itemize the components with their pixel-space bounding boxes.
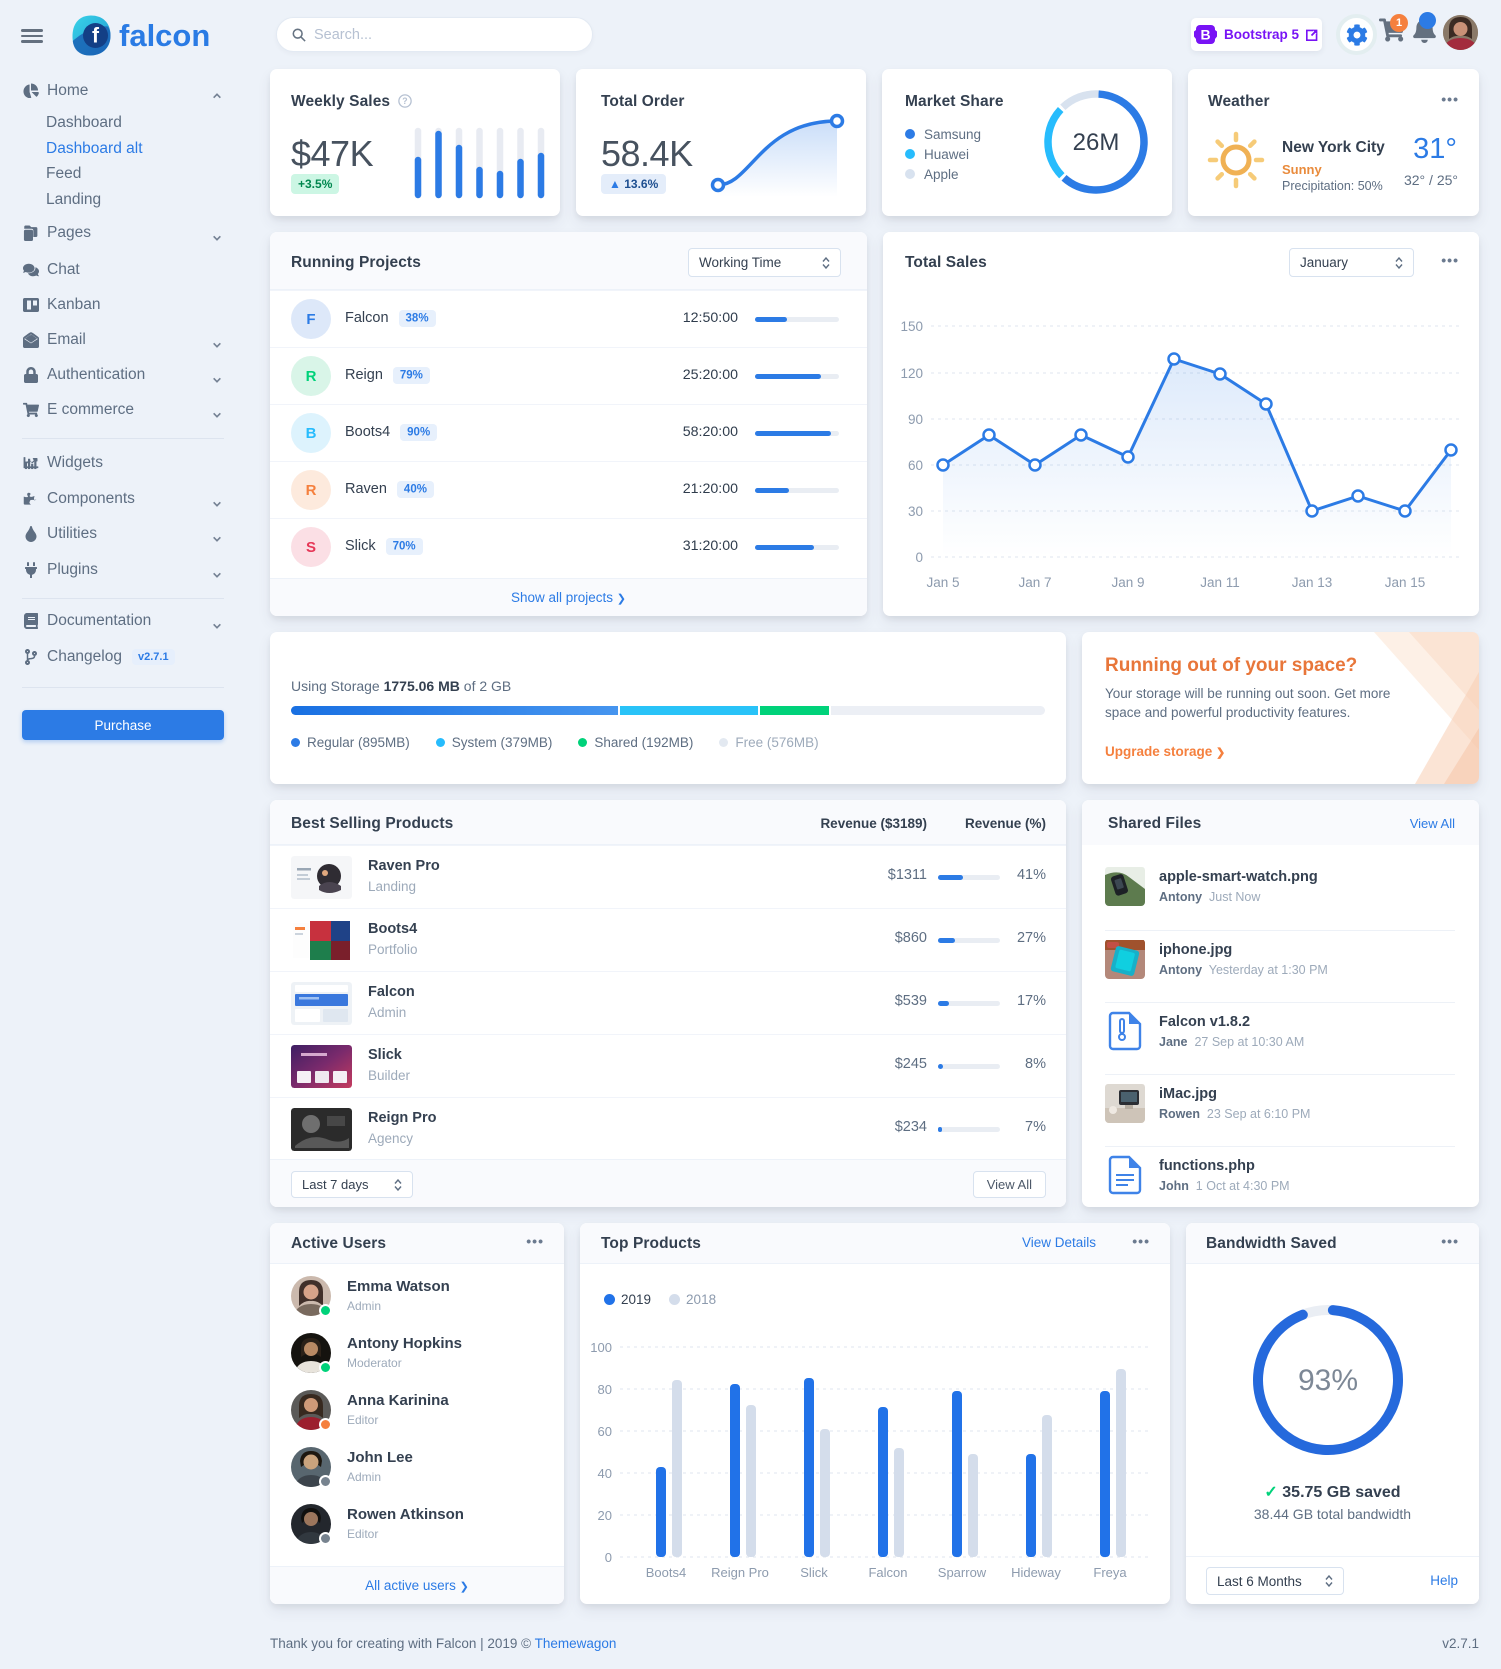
svg-text:Slick: Slick — [800, 1565, 828, 1580]
svg-text:Jan 13: Jan 13 — [1292, 575, 1333, 590]
svg-text:0: 0 — [915, 550, 923, 565]
svg-text:Reign Pro: Reign Pro — [711, 1565, 769, 1580]
svg-text:100: 100 — [590, 1340, 612, 1355]
svg-text:B: B — [1200, 27, 1210, 43]
svg-text:Falcon: Falcon — [868, 1565, 907, 1580]
svg-text:93%: 93% — [1298, 1364, 1358, 1397]
svg-text:Freya: Freya — [1093, 1565, 1127, 1580]
svg-text:Sparrow: Sparrow — [938, 1565, 987, 1580]
svg-text:150: 150 — [900, 319, 923, 334]
svg-text:Jan 9: Jan 9 — [1111, 575, 1144, 590]
svg-text:120: 120 — [900, 366, 923, 381]
svg-text:?: ? — [402, 96, 407, 106]
svg-text:0: 0 — [605, 1550, 612, 1565]
svg-text:90: 90 — [908, 412, 923, 427]
svg-text:Jan 5: Jan 5 — [926, 575, 959, 590]
svg-text:Boots4: Boots4 — [646, 1565, 686, 1580]
svg-text:60: 60 — [598, 1424, 612, 1439]
svg-text:Hideway: Hideway — [1011, 1565, 1061, 1580]
svg-text:60: 60 — [908, 458, 923, 473]
svg-text:40: 40 — [598, 1466, 612, 1481]
svg-text:20: 20 — [598, 1508, 612, 1523]
svg-text:80: 80 — [598, 1382, 612, 1397]
svg-text:26M: 26M — [1073, 129, 1120, 156]
svg-text:Jan 15: Jan 15 — [1385, 575, 1426, 590]
svg-text:f: f — [92, 25, 100, 48]
svg-text:30: 30 — [908, 504, 923, 519]
svg-text:Jan 11: Jan 11 — [1200, 575, 1240, 590]
svg-text:Jan 7: Jan 7 — [1018, 575, 1051, 590]
